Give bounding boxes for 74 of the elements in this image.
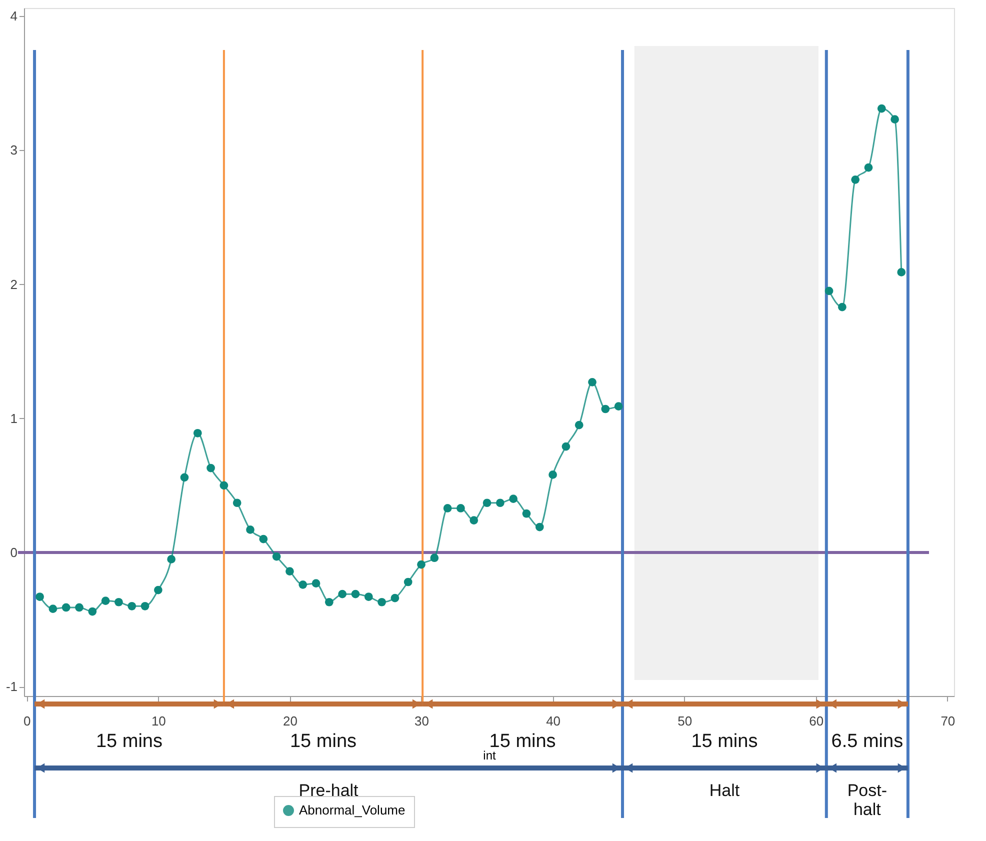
point: [75, 603, 84, 612]
legend-label: Abnormal_Volume: [299, 802, 406, 818]
y-tick-label: 4: [10, 8, 18, 24]
point: [167, 555, 176, 564]
point: [88, 607, 97, 616]
point: [548, 470, 557, 479]
point: [36, 592, 44, 601]
point: [114, 598, 123, 606]
point: [298, 580, 308, 589]
point: [154, 586, 162, 594]
text: 6.5 mins: [831, 731, 904, 752]
point: [535, 522, 544, 532]
point: [890, 115, 899, 124]
x-tick-label: 10: [151, 714, 166, 728]
point: [614, 402, 623, 410]
point: [246, 526, 254, 534]
point: [232, 498, 242, 508]
x-tick-label: 60: [809, 714, 824, 728]
point: [259, 534, 268, 544]
point: [574, 420, 584, 430]
point: [838, 302, 846, 312]
point: [140, 602, 150, 610]
point: [456, 504, 465, 512]
point: [206, 464, 215, 472]
y-tick-label: 2: [10, 276, 18, 292]
point: [193, 428, 202, 438]
point: [509, 494, 518, 504]
point: [338, 590, 347, 598]
y-tick-label: -1: [6, 679, 18, 694]
point: [562, 442, 570, 451]
point: [877, 104, 886, 113]
point: [482, 498, 492, 508]
x-tick-label: 50: [678, 714, 692, 728]
x-tick-label: 30: [414, 714, 429, 728]
text: 15 mins: [96, 731, 162, 752]
point: [180, 473, 189, 482]
text: Halt: [709, 781, 740, 800]
point: [220, 481, 228, 490]
point: [824, 286, 834, 296]
point: [443, 504, 452, 512]
text: Post- halt: [847, 781, 888, 819]
point: [378, 598, 386, 606]
point: [417, 560, 426, 569]
point: [312, 579, 320, 588]
point: [128, 602, 136, 610]
text: 15 mins: [290, 731, 357, 752]
point: [588, 378, 596, 386]
point: [390, 594, 400, 602]
text: Pre-halt: [298, 781, 359, 800]
text: 15 mins: [691, 731, 758, 752]
point: [470, 516, 478, 524]
point: [48, 604, 58, 613]
point: [601, 404, 610, 414]
point: [364, 592, 373, 601]
point: [286, 567, 294, 576]
point: [897, 268, 906, 276]
point: [864, 163, 873, 172]
point: [522, 509, 531, 518]
y-tick-label: 1: [10, 410, 18, 426]
y-tick-label: 3: [10, 142, 18, 158]
point: [851, 175, 860, 184]
point: [101, 596, 110, 605]
y-tick-label: 0: [10, 545, 18, 560]
point: [62, 603, 70, 612]
point: [272, 552, 281, 561]
point: [351, 590, 360, 598]
x-tick-label: 20: [282, 714, 298, 728]
x-tick-label: 40: [546, 714, 561, 728]
point: [324, 598, 334, 606]
x-tick-label: 0: [24, 714, 31, 728]
point: [430, 554, 439, 562]
x-tick-label: 70: [940, 714, 956, 728]
point: [404, 578, 412, 586]
point: [496, 498, 504, 508]
